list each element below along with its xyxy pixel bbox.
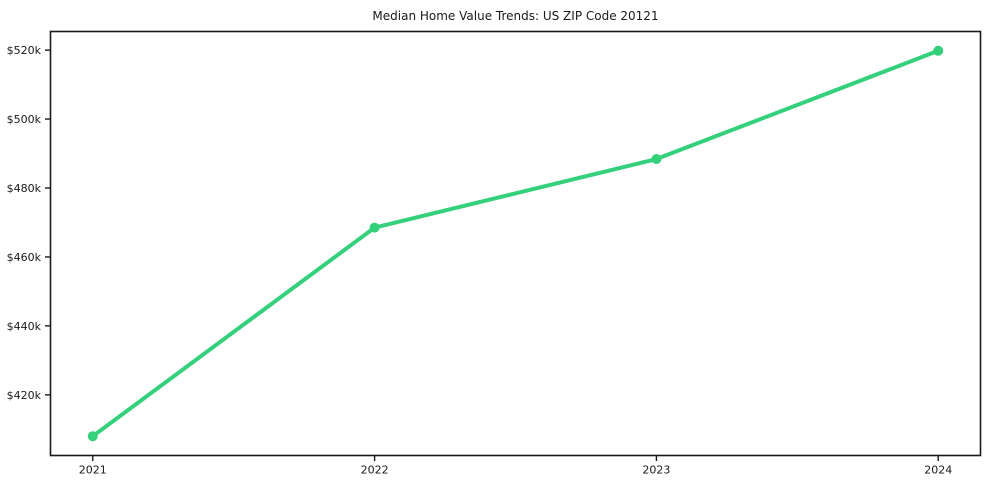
y-tick-label: $480k [7,182,42,195]
chart-title: Median Home Value Trends: US ZIP Code 20… [372,9,658,23]
x-tick-label: 2022 [361,464,389,477]
y-tick-label: $420k [7,389,42,402]
plot-area [49,30,982,457]
x-tick-label: 2021 [79,464,107,477]
y-tick-label: $460k [7,251,42,264]
data-point-2022 [369,222,380,233]
trend-line [90,48,941,439]
data-point-2023 [651,154,662,165]
x-tick-label: 2023 [642,464,670,477]
data-point-2021 [87,431,98,442]
y-tick-label: $500k [7,113,42,126]
x-tick-label: 2024 [924,464,952,477]
data-point-2024 [933,45,944,56]
y-tick-label: $440k [7,320,42,333]
y-tick-label: $520k [7,44,42,57]
